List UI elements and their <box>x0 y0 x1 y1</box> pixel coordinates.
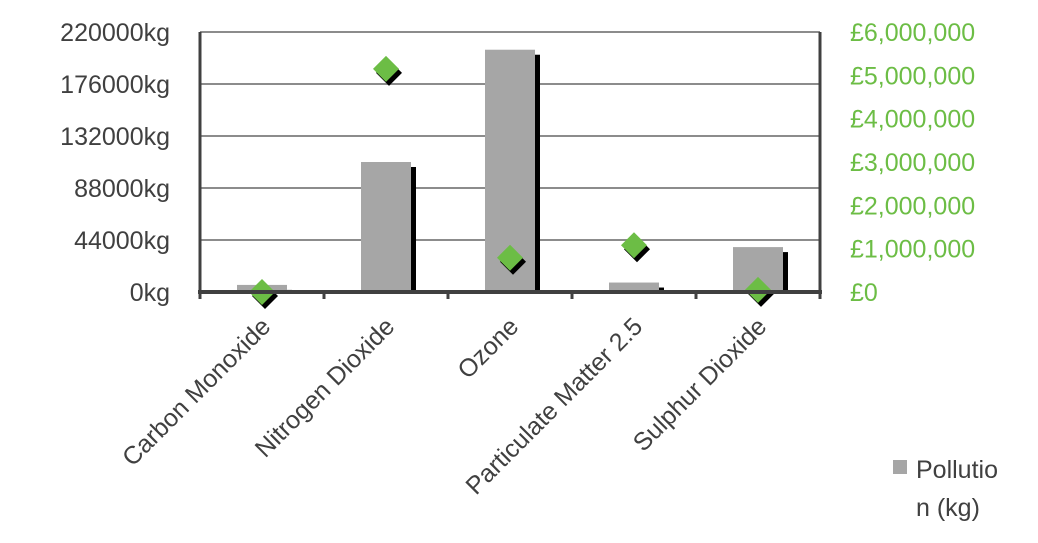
right-tick-label: £2,000,000 <box>850 192 975 220</box>
left-tick-label: 132000kg <box>60 123 170 151</box>
left-axis-ticks: 0kg 44000kg 88000kg 132000kg 176000kg 220000k… <box>60 19 170 307</box>
right-tick-label: £3,000,000 <box>850 149 975 177</box>
right-tick-label: £0 <box>850 279 878 307</box>
left-tick-label: 220000kg <box>60 19 170 47</box>
right-tick-label: £1,000,000 <box>850 236 975 264</box>
legend: Pollutio n (kg) <box>893 456 998 522</box>
right-tick-label: £5,000,000 <box>850 62 975 90</box>
right-tick-label: £4,000,000 <box>850 106 975 134</box>
left-tick-label: 176000kg <box>60 71 170 99</box>
bar <box>361 162 411 292</box>
legend-swatch <box>893 460 907 474</box>
legend-label: n (kg) <box>916 494 980 522</box>
left-tick-label: 0kg <box>130 279 170 307</box>
left-tick-label: 44000kg <box>74 227 170 255</box>
category-label: Sulphur Dioxide <box>628 312 773 457</box>
right-axis-ticks: £0 £1,000,000 £2,000,000 £3,000,000 £4,000,0… <box>850 19 975 307</box>
right-tick-label: £6,000,000 <box>850 19 975 47</box>
left-tick-label: 88000kg <box>74 175 170 203</box>
category-label: Ozone <box>452 312 524 384</box>
legend-label: Pollutio <box>916 456 998 484</box>
category-label: Carbon Monoxide <box>117 312 276 471</box>
